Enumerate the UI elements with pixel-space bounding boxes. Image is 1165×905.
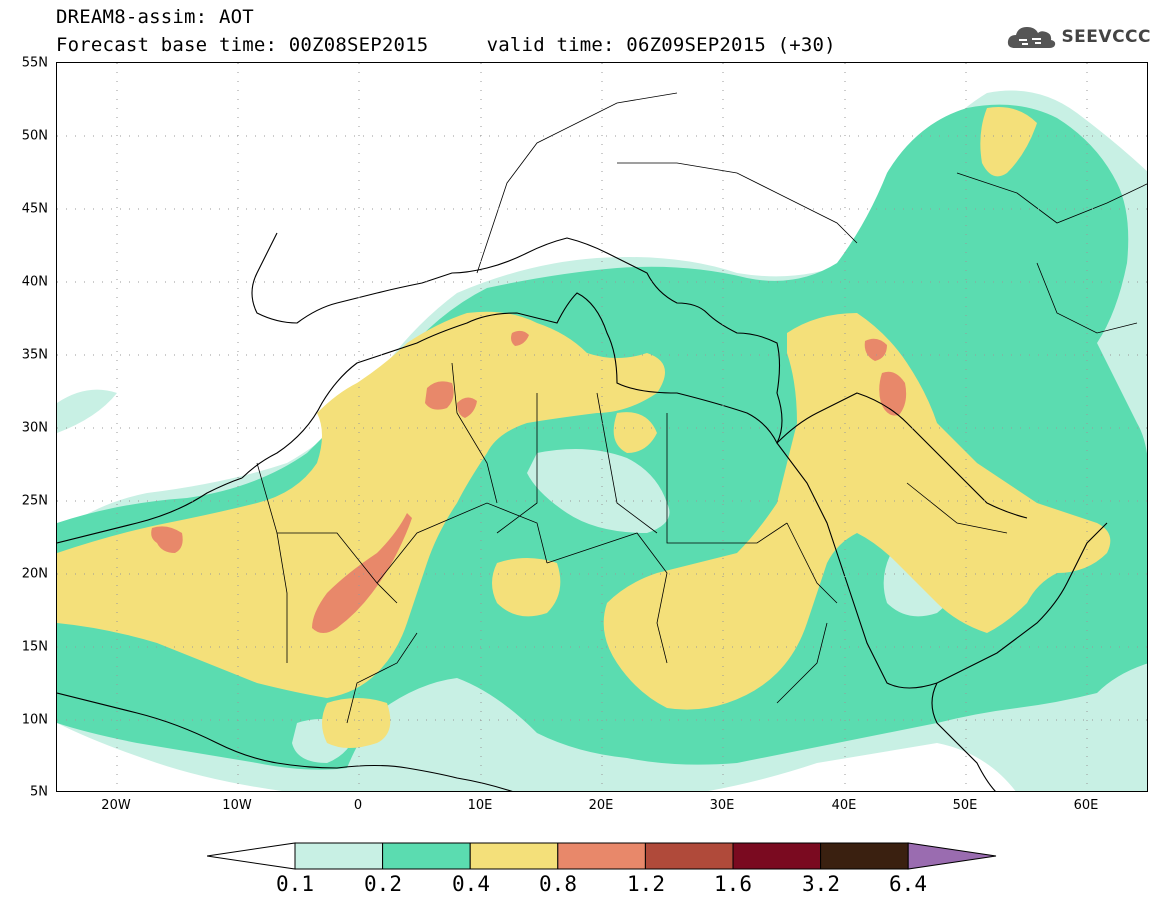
lat-label: 25N <box>21 493 48 509</box>
colorbar-segment <box>820 842 909 870</box>
lon-label: 20W <box>101 798 131 813</box>
colorbar-under-triangle <box>207 842 296 870</box>
aot-field-0.8 <box>151 330 907 633</box>
colorbar-label: 0.1 <box>276 872 314 896</box>
country-borders <box>256 92 1147 724</box>
lat-label: 45N <box>21 201 48 217</box>
lat-label: 35N <box>21 347 48 363</box>
lat-label: 50N <box>21 128 48 144</box>
colorbar-label: 0.2 <box>364 872 402 896</box>
colorbar-label: 0.8 <box>539 872 577 896</box>
lat-label: 30N <box>21 420 48 436</box>
seevccc-logo: SEEVCCC <box>1005 22 1151 52</box>
aot-field-0.4 <box>57 107 1111 748</box>
lon-label: 20E <box>588 798 614 813</box>
colorbar-segment <box>469 842 559 870</box>
lat-label: 20N <box>21 566 48 582</box>
colorbar-segment <box>644 842 734 870</box>
colorbar-label: 6.4 <box>889 872 927 896</box>
lon-label: 0 <box>353 798 363 813</box>
aot-field-0.2 <box>57 104 1147 770</box>
colorbar-label: 1.2 <box>627 872 665 896</box>
lat-label: 15N <box>21 639 48 655</box>
map-title: DREAM8-assim: AOT <box>56 6 254 28</box>
logo-text: SEEVCCC <box>1061 27 1151 47</box>
cloud-icon <box>1008 27 1056 48</box>
lon-label: 10E <box>467 798 493 813</box>
colorbar-segment <box>294 842 384 870</box>
lon-label: 50E <box>952 798 978 813</box>
lat-label: 10N <box>21 712 48 728</box>
lon-label: 40E <box>831 798 857 813</box>
lon-label: 10W <box>222 798 252 813</box>
forecast-times: Forecast base time: 00Z08SEP2015 valid t… <box>56 34 836 56</box>
lat-label: 5N <box>30 784 48 800</box>
colorbar-segment <box>382 842 471 870</box>
colorbar-label: 3.2 <box>802 872 840 896</box>
aot-colorbar <box>207 842 997 870</box>
colorbar-label: 0.4 <box>452 872 490 896</box>
aot-map <box>56 62 1148 792</box>
colorbar-segment <box>557 842 646 870</box>
colorbar-label: 1.6 <box>714 872 752 896</box>
lon-label: 30E <box>709 798 735 813</box>
coastlines <box>57 232 1108 791</box>
lat-label: 55N <box>21 55 48 71</box>
lon-label: 60E <box>1073 798 1099 813</box>
colorbar-over-triangle <box>907 842 997 870</box>
lat-label: 40N <box>21 274 48 290</box>
colorbar-segment <box>732 842 822 870</box>
